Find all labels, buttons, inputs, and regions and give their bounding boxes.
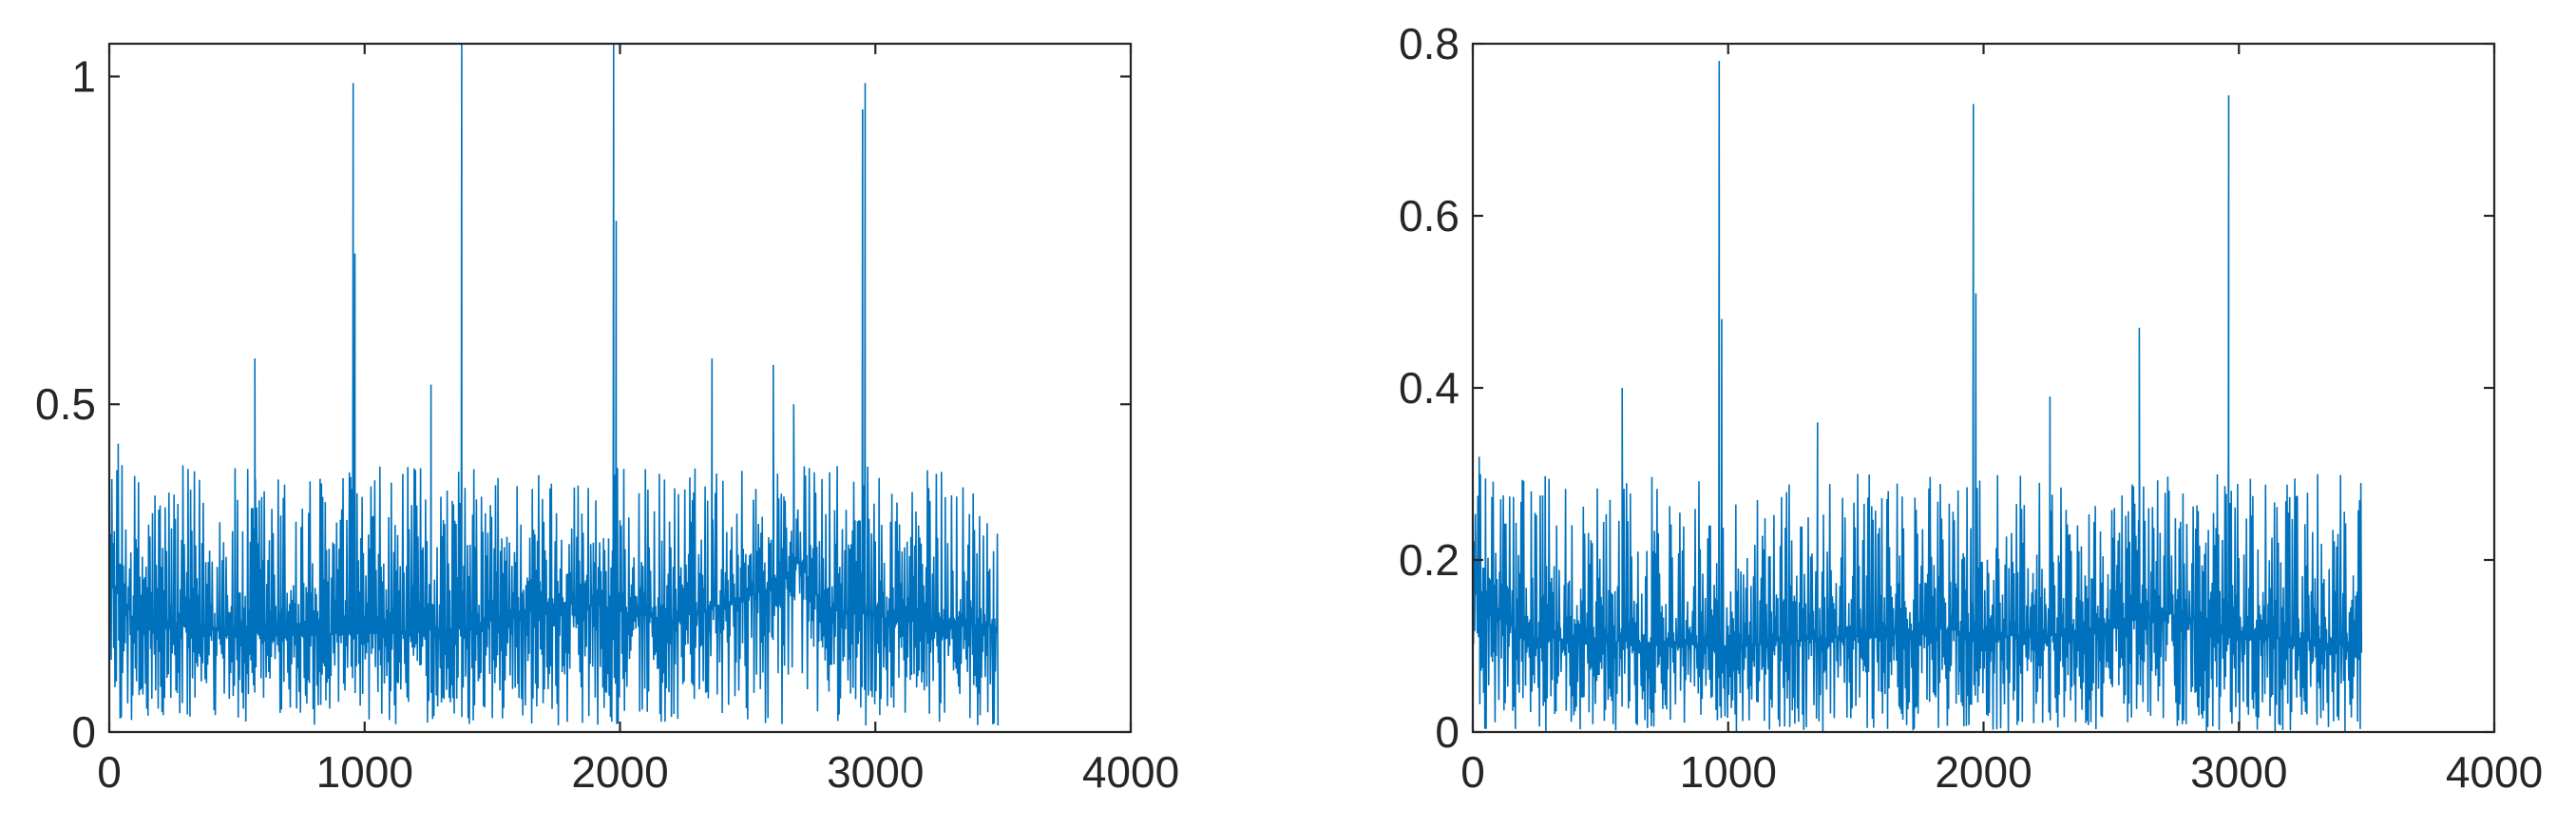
x-tick-label: 2000 — [571, 747, 668, 797]
x-tick-label: 1000 — [316, 747, 413, 797]
series-line — [1473, 61, 2363, 732]
y-tick-label: 0.2 — [1399, 535, 1460, 585]
series-line — [109, 44, 1000, 726]
x-tick-label: 0 — [97, 747, 122, 797]
x-tick-label: 3000 — [827, 747, 924, 797]
x-tick-label: 2000 — [1935, 747, 2032, 797]
x-tick-label: 0 — [1460, 747, 1485, 797]
x-tick-label: 4000 — [1082, 747, 1179, 797]
y-tick-label: 0.5 — [35, 379, 96, 429]
y-tick-label: 1 — [71, 51, 96, 101]
y-tick-label: 0.4 — [1399, 363, 1460, 413]
x-tick-label: 1000 — [1680, 747, 1777, 797]
y-tick-label: 0 — [71, 707, 96, 757]
y-tick-label: 0.6 — [1399, 191, 1460, 241]
y-tick-label: 0 — [1435, 707, 1460, 757]
y-tick-label: 0.8 — [1399, 19, 1460, 68]
left-chart: 0 1000 2000 3000 4000 0 0.5 1 — [35, 42, 1179, 797]
x-tick-label: 3000 — [2190, 747, 2287, 797]
x-tick-label: 4000 — [2446, 747, 2543, 797]
right-chart: 0 1000 2000 3000 4000 0 0.2 0.4 0.6 0.8 — [1399, 19, 2543, 797]
